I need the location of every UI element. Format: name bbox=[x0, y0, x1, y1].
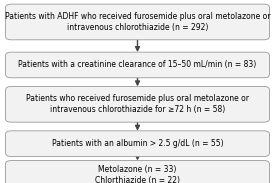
Text: Metolazone (n = 33)
Chlorthiazide (n = 22): Metolazone (n = 33) Chlorthiazide (n = 2… bbox=[95, 165, 180, 183]
FancyBboxPatch shape bbox=[6, 87, 270, 122]
FancyBboxPatch shape bbox=[6, 4, 270, 40]
FancyBboxPatch shape bbox=[6, 52, 270, 78]
Text: Patients who received furosemide plus oral metolazone or
intravenous chlorothiaz: Patients who received furosemide plus or… bbox=[26, 94, 249, 114]
Text: Patients with an albumin > 2.5 g/dL (n = 55): Patients with an albumin > 2.5 g/dL (n =… bbox=[52, 139, 223, 148]
Text: Patients with a creatinine clearance of 15–50 mL/min (n = 83): Patients with a creatinine clearance of … bbox=[18, 60, 257, 70]
FancyBboxPatch shape bbox=[6, 131, 270, 156]
Text: Patients with ADHF who received furosemide plus oral metolazone or
intravenous c: Patients with ADHF who received furosemi… bbox=[5, 12, 270, 32]
FancyBboxPatch shape bbox=[6, 161, 270, 183]
